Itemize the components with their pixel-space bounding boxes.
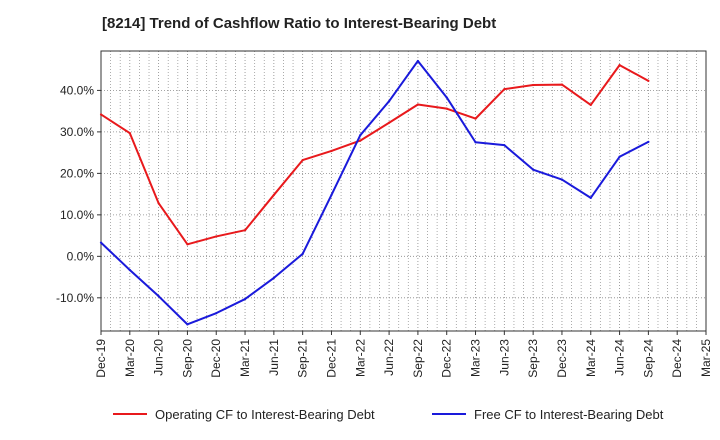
x-tick-label: Jun-20 bbox=[152, 339, 166, 376]
data-point-series-1 bbox=[243, 229, 247, 232]
data-point-series-1 bbox=[618, 64, 621, 67]
data-point-series-2 bbox=[186, 323, 189, 326]
data-point-series-2 bbox=[243, 297, 247, 301]
data-point-series-1 bbox=[359, 139, 362, 142]
data-point-series-1 bbox=[474, 117, 477, 120]
x-tick-label: Mar-25 bbox=[699, 339, 713, 377]
y-tick-label: -10.0% bbox=[56, 291, 94, 305]
series-line-2 bbox=[100, 59, 649, 326]
data-point-series-1 bbox=[157, 202, 160, 205]
series-line-1 bbox=[100, 64, 649, 246]
data-point-series-1 bbox=[272, 193, 275, 197]
data-point-series-1 bbox=[128, 132, 131, 135]
x-tick-label: Sep-22 bbox=[411, 339, 425, 378]
x-tick-label: Dec-24 bbox=[670, 339, 684, 378]
data-point-series-1 bbox=[560, 83, 564, 86]
data-point-series-2 bbox=[503, 144, 506, 147]
data-point-series-2 bbox=[157, 295, 160, 298]
data-point-series-2 bbox=[215, 312, 218, 315]
data-point-series-1 bbox=[445, 107, 448, 110]
x-tick-label: Jun-21 bbox=[267, 339, 281, 376]
data-point-series-1 bbox=[301, 158, 304, 162]
data-point-series-1 bbox=[647, 79, 650, 82]
data-point-series-2 bbox=[301, 252, 304, 255]
y-tick-label: 10.0% bbox=[60, 208, 94, 222]
x-tick-label: Sep-23 bbox=[526, 339, 540, 378]
data-point-series-2 bbox=[272, 276, 275, 280]
x-tick-label: Sep-21 bbox=[296, 339, 310, 378]
data-point-series-1 bbox=[387, 121, 391, 124]
data-point-series-2 bbox=[647, 140, 650, 143]
x-tick-label: Dec-23 bbox=[555, 339, 569, 378]
chart-title: [8214] Trend of Cashflow Ratio to Intere… bbox=[102, 15, 497, 32]
data-point-series-2 bbox=[474, 141, 477, 144]
data-point-series-2 bbox=[445, 96, 448, 99]
data-point-series-2 bbox=[128, 268, 131, 272]
data-point-series-1 bbox=[416, 103, 420, 106]
data-point-series-2 bbox=[618, 155, 621, 158]
data-point-series-2 bbox=[387, 100, 391, 103]
data-point-series-2 bbox=[416, 59, 420, 63]
data-point-series-1 bbox=[186, 243, 189, 246]
data-point-series-2 bbox=[359, 134, 362, 137]
y-tick-label: 30.0% bbox=[60, 125, 94, 139]
x-tick-label: Dec-21 bbox=[324, 339, 338, 378]
legend-label-1: Operating CF to Interest-Bearing Debt bbox=[155, 407, 375, 422]
data-point-series-1 bbox=[532, 83, 535, 87]
data-point-series-1 bbox=[589, 103, 592, 107]
plot-frame bbox=[100, 50, 707, 332]
x-tick-label: Dec-22 bbox=[440, 339, 454, 378]
x-tick-label: Sep-20 bbox=[180, 339, 194, 378]
x-tick-label: Mar-20 bbox=[123, 339, 137, 377]
data-point-series-2 bbox=[560, 178, 564, 181]
data-point-series-2 bbox=[589, 196, 592, 199]
data-point-series-2 bbox=[99, 241, 103, 244]
data-point-series-1 bbox=[503, 88, 506, 91]
x-tick-label: Jun-24 bbox=[613, 339, 627, 376]
x-tick-label: Dec-20 bbox=[209, 339, 223, 378]
y-tick-label: 0.0% bbox=[67, 249, 95, 263]
x-tick-label: Mar-21 bbox=[238, 339, 252, 377]
legend-label-2: Free CF to Interest-Bearing Debt bbox=[474, 407, 664, 422]
data-point-series-2 bbox=[330, 193, 333, 197]
x-tick-label: Mar-22 bbox=[353, 339, 367, 377]
y-tick-label: 20.0% bbox=[60, 166, 94, 180]
data-point-series-1 bbox=[99, 113, 103, 116]
x-tick-label: Sep-24 bbox=[641, 339, 655, 378]
x-tick-label: Mar-24 bbox=[584, 339, 598, 377]
y-tick-label: 40.0% bbox=[60, 83, 94, 97]
x-tick-label: Jun-22 bbox=[382, 339, 396, 376]
x-tick-label: Dec-19 bbox=[94, 339, 108, 378]
data-point-series-1 bbox=[215, 235, 218, 238]
x-tick-label: Jun-23 bbox=[497, 339, 511, 376]
data-point-series-2 bbox=[532, 168, 535, 171]
x-tick-label: Mar-23 bbox=[469, 339, 483, 377]
data-point-series-1 bbox=[330, 149, 333, 153]
